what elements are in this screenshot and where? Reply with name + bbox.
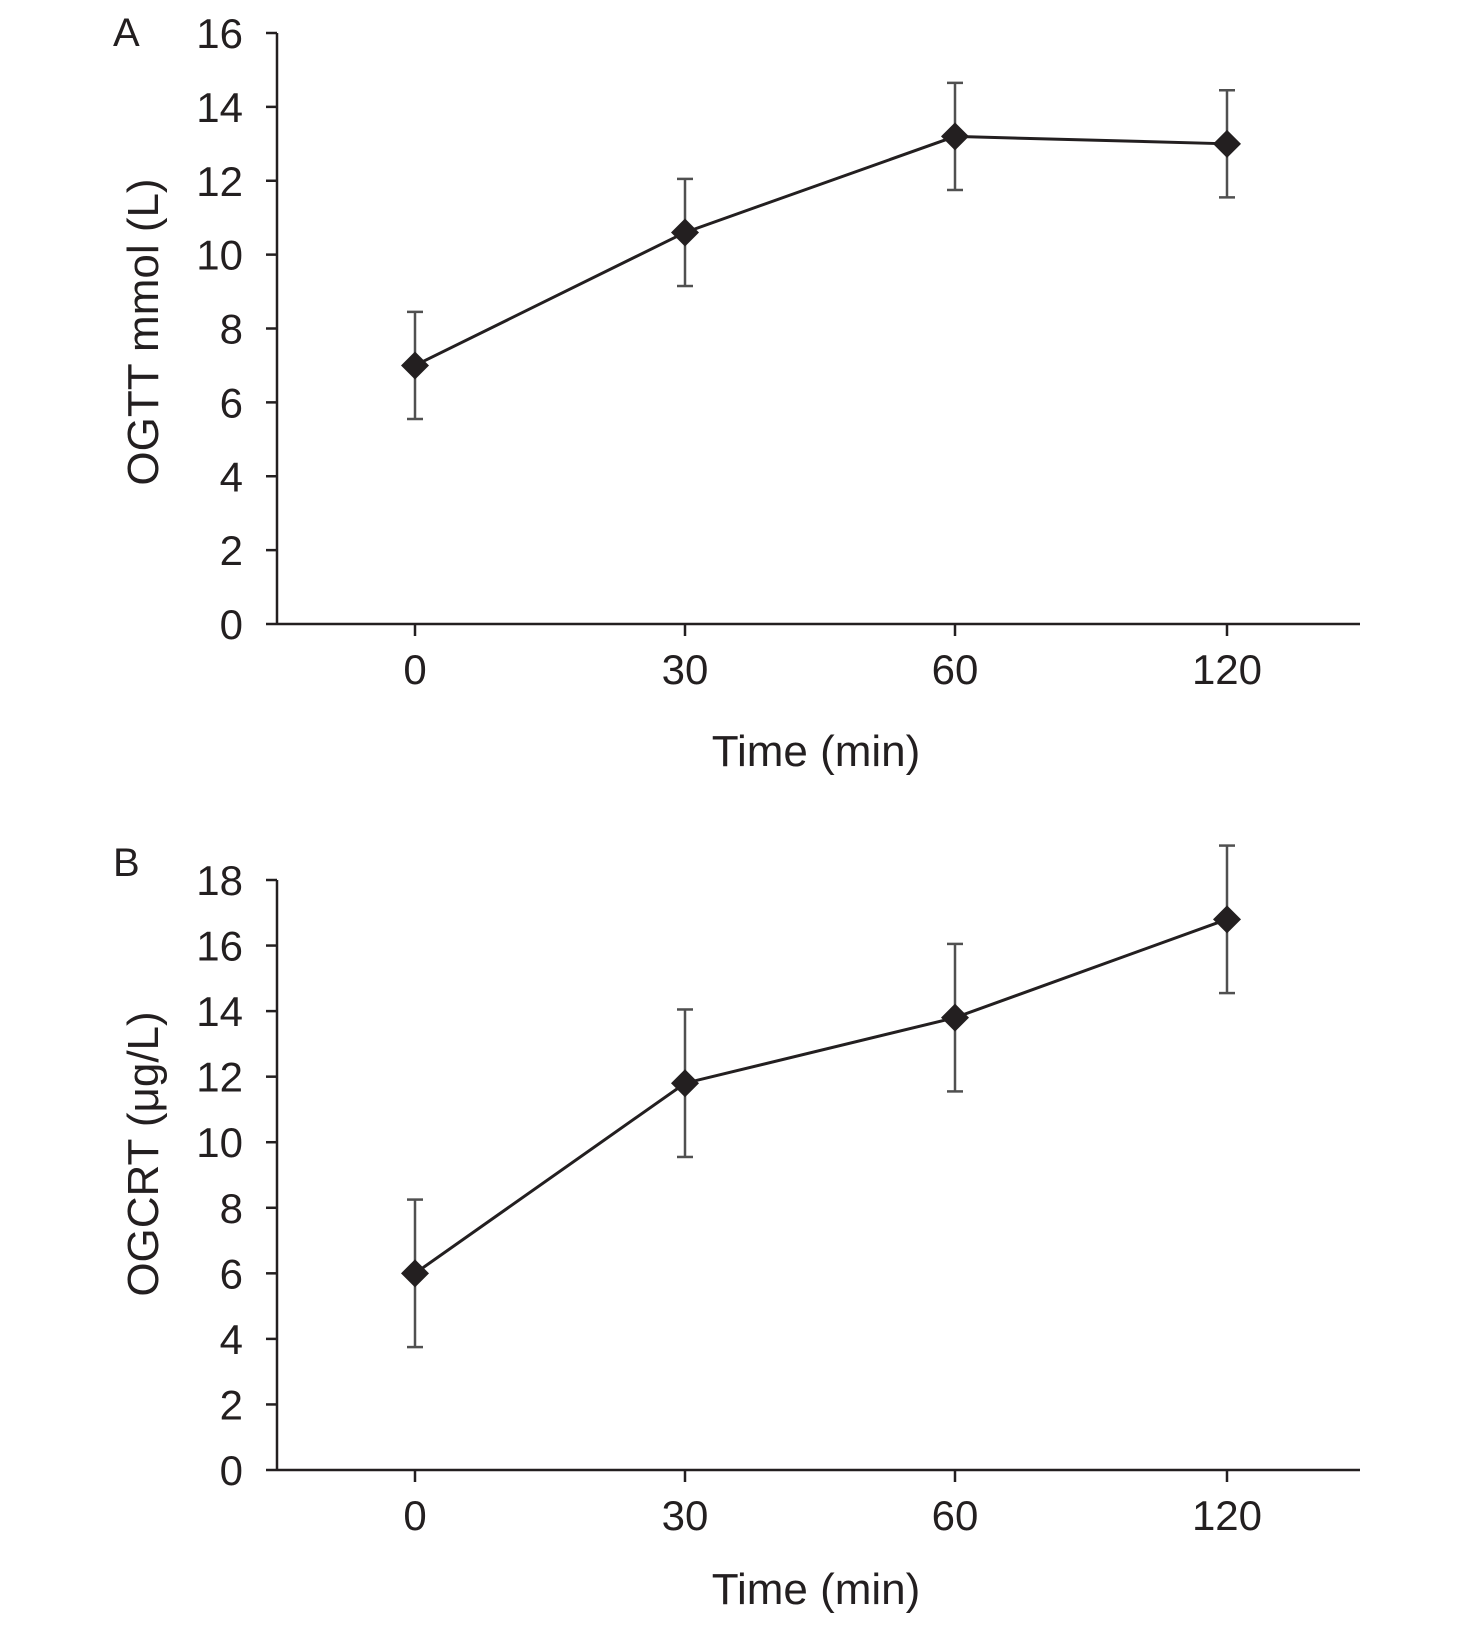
panel-a-x-tick-label: 0 bbox=[403, 646, 426, 693]
panel-b: B OGCRT (μg/L) Time (min) 0 2 4 6 8 10 12 14 16 1… bbox=[113, 841, 1360, 1614]
panel-b-y-tick-label: 12 bbox=[196, 1054, 243, 1101]
panel-b-y-tick-label: 14 bbox=[196, 988, 243, 1035]
panel-a-y-tick-label: 4 bbox=[220, 453, 243, 500]
panel-a-y-tick-label: 2 bbox=[220, 527, 243, 574]
panel-b-y-tick-label: 10 bbox=[196, 1119, 243, 1166]
panel-a-data-point bbox=[671, 218, 699, 247]
panel-b-data-point bbox=[671, 1069, 699, 1098]
panel-a-y-tick-label: 0 bbox=[220, 601, 243, 648]
panel-b-y-tick-label: 4 bbox=[220, 1316, 243, 1363]
panel-a-y-tick-label: 6 bbox=[220, 379, 243, 426]
panel-a-label: A bbox=[113, 11, 140, 55]
panel-b-series-line bbox=[414, 917, 1228, 1275]
panel-a-data-point bbox=[941, 122, 969, 151]
panel-b-x-tick-label: 30 bbox=[662, 1492, 709, 1539]
panel-b-y-tick-label: 6 bbox=[220, 1250, 243, 1297]
panel-b-data-point bbox=[1213, 905, 1241, 934]
panel-a-y-axis-title: OGTT mmol (L) bbox=[119, 178, 168, 485]
panel-a-y-tick-label: 16 bbox=[196, 10, 243, 57]
panel-a-x-tick-label: 60 bbox=[932, 646, 979, 693]
panel-a-x-tick-label: 120 bbox=[1192, 646, 1262, 693]
panel-b-y-tick-label: 0 bbox=[220, 1447, 243, 1494]
panel-a-data-point bbox=[401, 351, 429, 380]
panel-b-label: B bbox=[113, 841, 140, 885]
panel-a-y-tick-label: 8 bbox=[220, 306, 243, 353]
panel-a: A OGTT mmol (L) Time (min) 0 2 4 6 8 10 12 14 16… bbox=[113, 10, 1360, 776]
panel-b-y-tick-label: 8 bbox=[220, 1185, 243, 1232]
panel-b-y-tick-label: 16 bbox=[196, 923, 243, 970]
panel-b-x-tick-label: 0 bbox=[403, 1492, 426, 1539]
panel-a-y-tick-label: 12 bbox=[196, 158, 243, 205]
panel-a-data-point bbox=[1213, 129, 1241, 158]
panel-b-data-point bbox=[941, 1003, 969, 1032]
panel-b-x-tick-label: 60 bbox=[932, 1492, 979, 1539]
panel-a-y-tick-label: 10 bbox=[196, 232, 243, 279]
panel-b-y-tick-label: 18 bbox=[196, 857, 243, 904]
panel-b-data-point bbox=[401, 1259, 429, 1288]
panel-a-x-tick-label: 30 bbox=[662, 646, 709, 693]
panel-b-y-tick-label: 2 bbox=[220, 1381, 243, 1428]
panel-b-x-tick-label: 120 bbox=[1192, 1492, 1262, 1539]
panel-a-x-axis-title: Time (min) bbox=[712, 727, 921, 776]
panel-b-y-axis-title: OGCRT (μg/L) bbox=[119, 1011, 168, 1296]
panel-a-y-tick-label: 14 bbox=[196, 84, 243, 131]
panel-b-x-axis-title: Time (min) bbox=[712, 1565, 921, 1614]
panel-a-series-line bbox=[414, 134, 1228, 367]
